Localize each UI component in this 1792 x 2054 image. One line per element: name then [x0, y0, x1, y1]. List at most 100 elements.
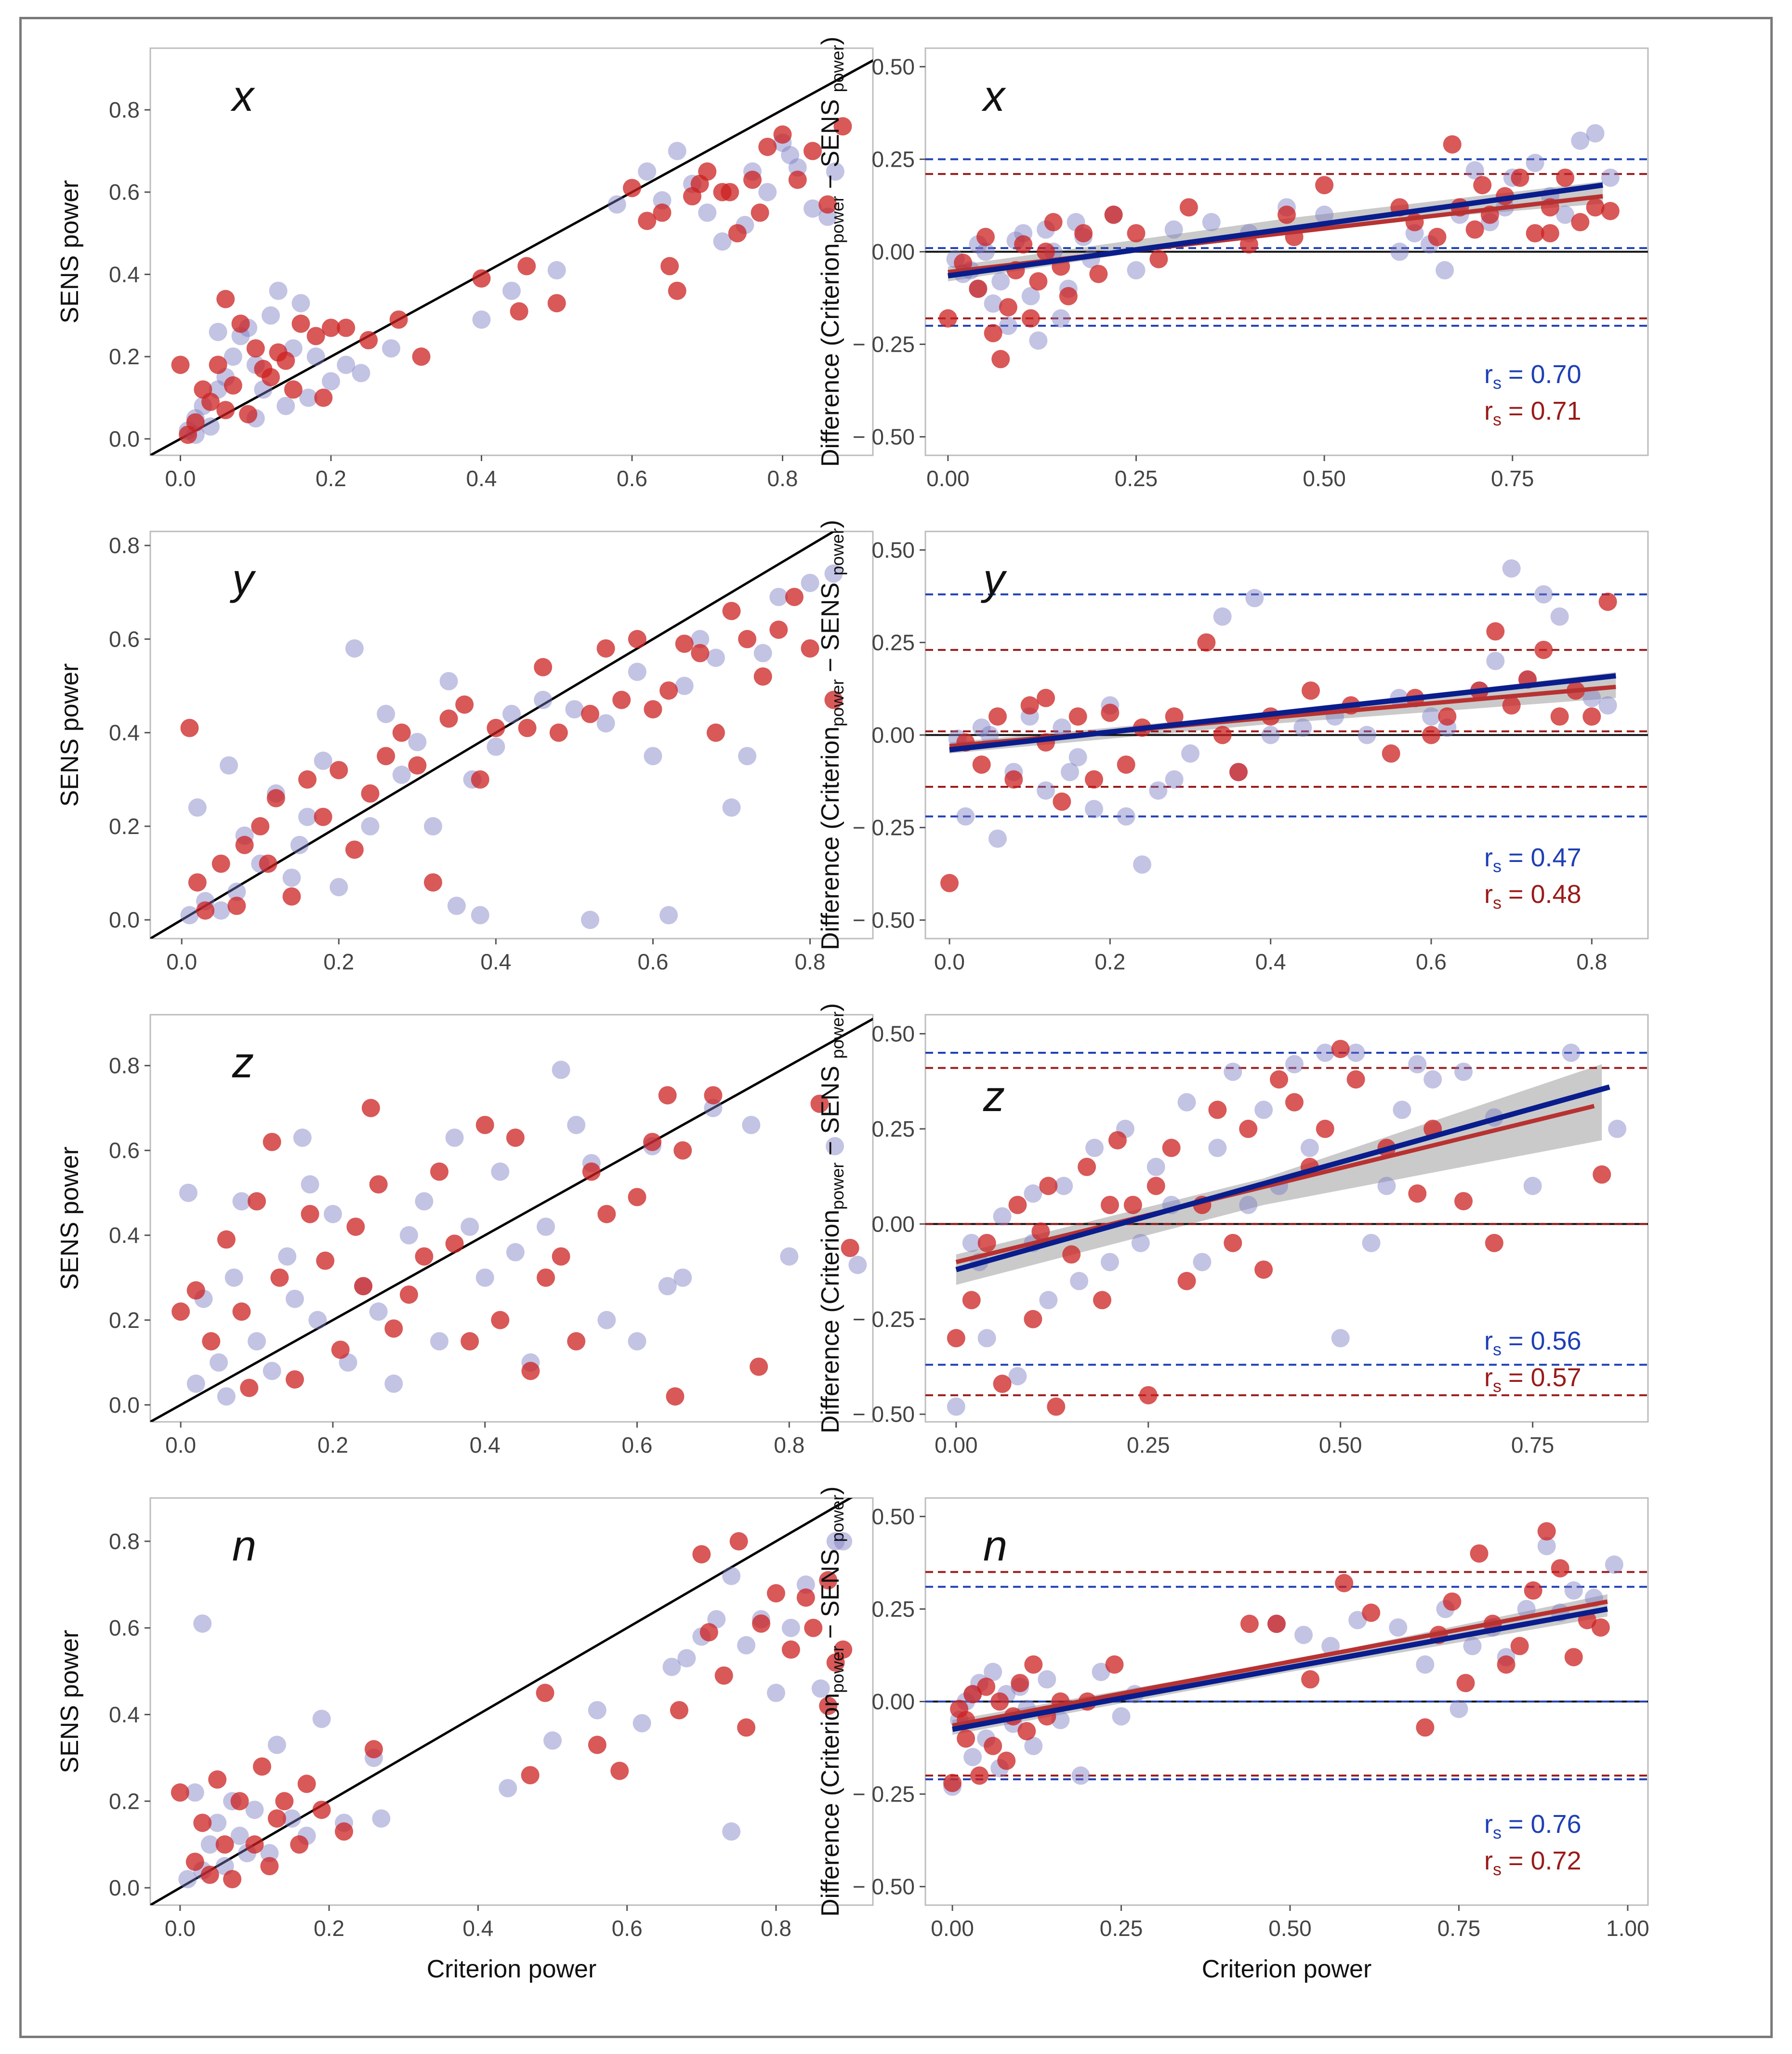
data-point-red — [1382, 744, 1400, 763]
data-point-red — [231, 314, 250, 333]
y-tick-label: 0.50 — [871, 1504, 915, 1529]
data-point-blue — [312, 1709, 331, 1728]
data-point-red — [240, 1378, 259, 1397]
data-point-red — [239, 405, 258, 424]
rs-value: = 0.72 — [1508, 1846, 1581, 1875]
y-label-part: ) — [817, 1486, 844, 1495]
x-axis-label: Criterion power — [1202, 1955, 1372, 1983]
data-point-blue — [291, 294, 310, 313]
rs-subscript: s — [1493, 1859, 1502, 1879]
plot-area — [925, 124, 1648, 369]
data-point-red — [819, 1571, 838, 1590]
confidence-band — [956, 1064, 1602, 1285]
data-point-red — [581, 704, 600, 723]
data-point-red — [188, 873, 207, 892]
data-point-blue — [1586, 124, 1605, 143]
panel-x-left: 0.0 0.2 0.4 0.6 0.8 0.0 0.2 0.4 0.6 0.8 x SENS powe… — [56, 47, 874, 491]
fit-line-red — [952, 1599, 1608, 1728]
data-point-red — [269, 343, 288, 362]
data-point-blue — [742, 1115, 761, 1134]
data-point-red — [1416, 1718, 1435, 1737]
data-point-red — [737, 1718, 756, 1737]
y-tick-label: 0.6 — [109, 1138, 140, 1163]
data-point-blue — [1202, 213, 1221, 232]
panel-frame — [149, 47, 874, 456]
data-point-red — [179, 425, 198, 444]
data-point-red — [361, 1099, 380, 1117]
data-point-blue — [1517, 1600, 1536, 1618]
data-point-red — [938, 309, 957, 328]
y-axis-label: SENS power — [56, 180, 84, 324]
data-point-blue — [352, 364, 370, 383]
data-point-blue — [447, 897, 466, 915]
rs-value: = 0.70 — [1508, 360, 1581, 389]
data-point-blue — [1346, 1043, 1365, 1062]
panel-letter: x — [981, 72, 1006, 120]
data-point-red — [171, 1783, 189, 1802]
data-point-red — [297, 1775, 316, 1793]
data-point-red — [266, 789, 285, 808]
y-label-part: Difference (Criterion — [817, 727, 844, 950]
data-point-blue — [1117, 807, 1135, 826]
data-point-red — [517, 257, 536, 276]
data-point-red — [1502, 696, 1521, 715]
plot-area — [150, 531, 843, 939]
data-point-red — [392, 723, 411, 742]
data-point-blue — [308, 1311, 327, 1329]
data-point-red — [306, 327, 325, 345]
data-point-red — [1443, 1592, 1462, 1611]
panel-frame — [149, 530, 874, 940]
data-point-red — [329, 761, 348, 780]
y-tick-label: − 0.50 — [853, 424, 915, 450]
data-point-red — [345, 840, 364, 859]
data-point-red — [1139, 1386, 1158, 1405]
data-point-blue — [804, 199, 822, 218]
data-point-blue — [377, 704, 395, 723]
data-point-red — [537, 1268, 555, 1287]
y-tick-label: 0.0 — [109, 1392, 140, 1418]
data-point-blue — [1100, 1253, 1119, 1272]
data-point-red — [354, 1277, 373, 1296]
data-point-blue — [1037, 781, 1055, 800]
data-point-red — [1024, 1655, 1043, 1674]
rs-subscript: s — [1493, 1339, 1502, 1359]
data-point-red — [722, 602, 741, 621]
x-tick-label: 0.8 — [767, 466, 798, 491]
data-point-red — [658, 1086, 677, 1105]
x-tick-label: 0.50 — [1268, 1916, 1312, 1941]
data-point-blue — [834, 1532, 853, 1550]
data-point-red — [818, 195, 837, 214]
y-label-subscript: power — [828, 45, 847, 92]
data-point-blue — [345, 639, 364, 658]
data-point-red — [991, 350, 1010, 369]
data-point-blue — [369, 1302, 388, 1321]
panel-z-left: 0.0 0.2 0.4 0.6 0.8 0.0 0.2 0.4 0.6 0.8 z SENS powe… — [56, 1014, 874, 1458]
data-point-red — [1428, 227, 1447, 246]
figure-frame: 0.0 0.2 0.4 0.6 0.8 0.0 0.2 0.4 0.6 0.8 x SENS powe… — [19, 17, 1773, 2038]
data-point-red — [977, 1677, 996, 1696]
data-point-blue — [1502, 559, 1521, 578]
data-point-red — [1524, 1581, 1542, 1600]
data-point-red — [1008, 1195, 1027, 1214]
data-point-red — [751, 203, 769, 222]
data-point-blue — [361, 817, 380, 835]
data-point-red — [659, 681, 678, 700]
data-point-blue — [1070, 1272, 1089, 1290]
data-point-blue — [217, 1387, 236, 1406]
y-tick-label: 0.50 — [871, 1021, 915, 1046]
data-point-red — [216, 290, 235, 308]
data-point-red — [769, 620, 788, 639]
data-point-blue — [1008, 1367, 1027, 1386]
data-point-blue — [993, 1207, 1012, 1226]
data-point-red — [510, 302, 528, 321]
data-point-red — [1473, 176, 1492, 195]
x-tick-label: 0.4 — [480, 949, 511, 974]
data-point-red — [977, 1233, 996, 1252]
data-point-red — [691, 644, 710, 663]
data-point-blue — [423, 817, 442, 835]
data-point-red — [1044, 213, 1063, 232]
data-point-blue — [293, 1128, 312, 1147]
rs-subscript: s — [1493, 373, 1502, 393]
data-point-red — [1100, 1195, 1119, 1214]
data-point-blue — [1315, 205, 1334, 224]
